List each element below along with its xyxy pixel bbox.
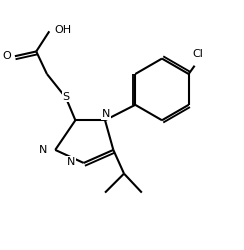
Text: O: O xyxy=(3,51,11,61)
Text: N: N xyxy=(39,145,47,155)
Text: N: N xyxy=(102,109,110,119)
Text: Cl: Cl xyxy=(193,49,203,59)
Text: N: N xyxy=(67,157,75,167)
Text: OH: OH xyxy=(54,25,71,35)
Text: S: S xyxy=(62,92,70,102)
